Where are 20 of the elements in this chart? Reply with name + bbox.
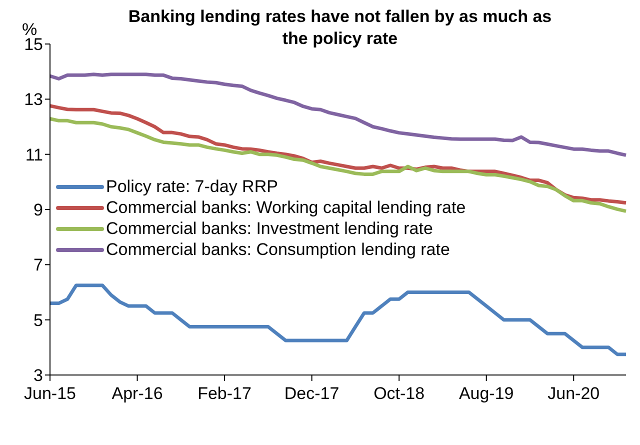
x-tick-label: Feb-17 bbox=[198, 384, 252, 403]
legend-label: Commercial banks: Consumption lending rate bbox=[106, 239, 450, 260]
x-tick-label: Jun-20 bbox=[548, 384, 600, 403]
x-tick-label: Apr-16 bbox=[112, 384, 163, 403]
y-tick-label: 13 bbox=[24, 90, 43, 110]
legend-label: Policy rate: 7-day RRP bbox=[106, 176, 278, 197]
legend-label: Commercial banks: Investment lending rate bbox=[106, 218, 433, 239]
x-tick-label: Oct-18 bbox=[374, 384, 425, 403]
y-tick-label: 11 bbox=[25, 145, 43, 164]
line-series bbox=[48, 284, 628, 356]
y-tick-label: 3 bbox=[34, 366, 43, 386]
line-series bbox=[48, 72, 628, 157]
chart-title: Banking lending rates have not fallen by as much as the policy rate bbox=[127, 6, 553, 50]
x-tick-label: Aug-19 bbox=[458, 384, 514, 403]
legend-label: Commercial banks: Working capital lending rate bbox=[106, 197, 466, 218]
y-tick-label: 5 bbox=[34, 310, 43, 330]
x-tick-label: Jun-15 bbox=[24, 384, 76, 403]
y-tick-label: 7 bbox=[34, 256, 43, 275]
y-tick-label: 9 bbox=[34, 200, 43, 220]
x-tick-label: Dec-17 bbox=[284, 384, 340, 403]
